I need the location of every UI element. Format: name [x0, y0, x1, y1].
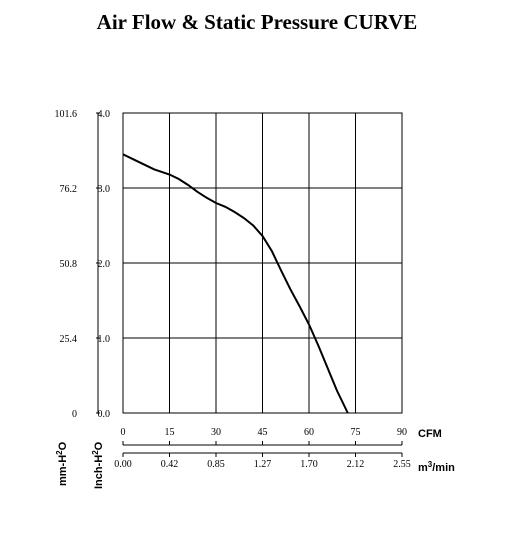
- x-tick-label-m3min: 2.12: [347, 459, 365, 470]
- x-unit-m3min-tail: /min: [432, 462, 455, 474]
- x-tick-label-m3min: 1.27: [254, 459, 272, 470]
- x-tick-label-m3min: 1.70: [300, 459, 318, 470]
- x-tick-label-cfm: 0: [121, 427, 126, 438]
- y-label-inch-tail: O: [93, 441, 105, 450]
- y-tick-label-mm: 101.6: [55, 109, 78, 120]
- x-unit-m3min-base: m: [418, 462, 428, 474]
- x-tick-label-cfm: 30: [211, 427, 221, 438]
- y-label-mm-tail: O: [57, 441, 69, 450]
- x-tick-label-m3min: 0.42: [161, 459, 179, 470]
- y-tick-label-inch: 0.0: [98, 409, 111, 420]
- y-axis-label-mm: mm-H2O: [55, 441, 69, 486]
- y-axis-tick-marks: [96, 112, 100, 414]
- y-tick-label-inch: 1.0: [98, 334, 111, 345]
- y-tick-label-inch: 2.0: [98, 259, 111, 270]
- chart-title: Air Flow & Static Pressure CURVE: [96, 10, 418, 34]
- x-tick-label-m3min: 0.85: [207, 459, 225, 470]
- x-tick-label-m3min: 0.00: [114, 459, 132, 470]
- y-label-mm-sup: 2: [55, 450, 64, 455]
- y-tick-label-mm: 25.4: [60, 334, 78, 345]
- y-label-inch-base: Inch-H: [93, 455, 105, 489]
- grid-lines: [123, 113, 402, 413]
- y-tick-label-mm: 50.8: [60, 259, 78, 270]
- y-label-mm-base: mm-H: [57, 455, 69, 486]
- x-unit-m3min: m3/min: [418, 460, 455, 474]
- y-tick-label-inch: 3.0: [98, 184, 111, 195]
- x-tick-label-cfm: 15: [165, 427, 175, 438]
- plot-frame: [122, 112, 403, 414]
- x-tick-label-cfm: 75: [351, 427, 361, 438]
- y-tick-label-mm: 76.2: [60, 184, 78, 195]
- y-label-inch-sup: 2: [91, 450, 100, 455]
- x-unit-m3min-sup: 3: [428, 460, 433, 469]
- x-tick-label-cfm: 90: [397, 427, 407, 438]
- x-unit-cfm: CFM: [418, 428, 442, 440]
- y-tick-label-mm: 0: [72, 409, 77, 420]
- x-axes: 0 0.00 15 0.42 30 0.85 45 1.27 60 1.70 75 2.12 90 2.5…: [114, 427, 411, 470]
- x-tick-label-cfm: 60: [304, 427, 314, 438]
- y-axis-label-inch: Inch-H2O: [91, 441, 105, 489]
- y-tick-label-inch: 4.0: [98, 109, 111, 120]
- x-tick-label-cfm: 45: [258, 427, 268, 438]
- series-line: [122, 153, 349, 414]
- x-tick-label-m3min: 2.55: [393, 459, 411, 470]
- y-axis-tick-labels: 0.0 0 1.0 25.4 2.0 50.8 3.0 76.2 4.0 101.6: [55, 109, 111, 420]
